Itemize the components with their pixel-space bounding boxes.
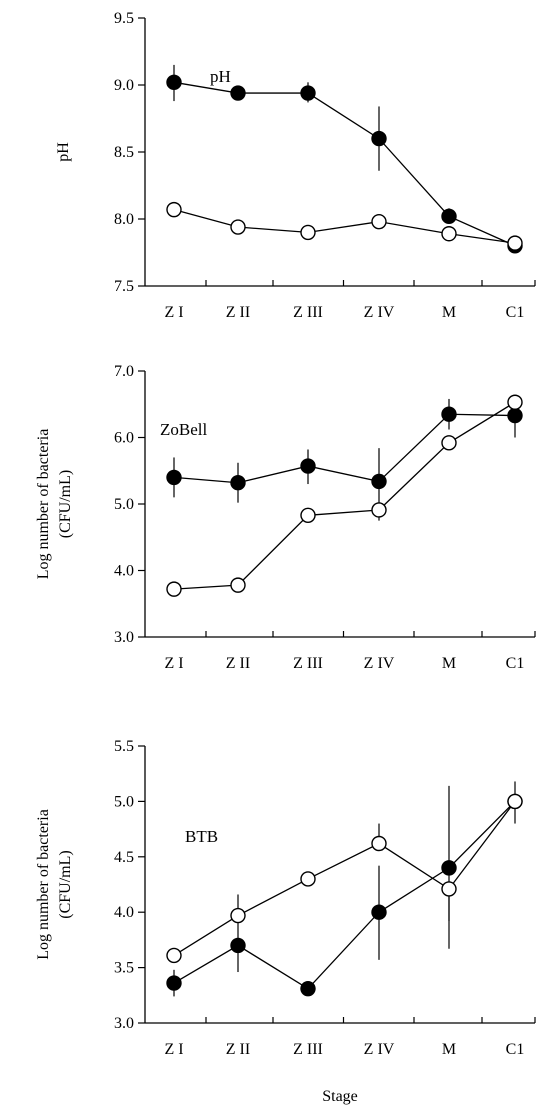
data-point-filled (230, 937, 246, 954)
y-axis-title-line: (CFU/mL) (57, 470, 74, 538)
y-tick-label: 5.5 (114, 738, 134, 755)
x-tick-label: C1 (506, 304, 525, 321)
x-tick-label: Z II (226, 304, 250, 321)
y-tick-label: 4.0 (114, 563, 134, 580)
x-tick-label: Z III (293, 304, 323, 321)
y-tick-label: 3.0 (114, 629, 134, 646)
data-point-open (166, 201, 182, 218)
y-tick-label: 5.0 (114, 496, 134, 513)
data-point-filled (300, 85, 316, 101)
y-axis-title-line: Log number of bacteria (35, 809, 52, 960)
data-point-open (371, 835, 387, 852)
data-point-open (166, 947, 182, 964)
data-point-filled (230, 85, 246, 101)
y-tick-label: 9.0 (114, 77, 134, 94)
panel-label: ZoBell (160, 420, 207, 439)
data-point-open (230, 577, 246, 593)
data-point-filled (371, 130, 387, 147)
data-point-filled (441, 406, 457, 422)
data-point-open (371, 213, 387, 230)
y-axis-title: Log number of bacteria (CFU/mL) (35, 429, 74, 580)
data-point-open (300, 871, 316, 887)
series-line-filled (173, 413, 516, 484)
x-axis-title: Stage (322, 1088, 358, 1105)
y-tick-label: 7.5 (114, 278, 134, 295)
data-point-filled (441, 860, 457, 876)
data-point-filled (371, 473, 387, 490)
y-tick-label: 8.5 (114, 144, 134, 161)
x-tick-label: Z IV (364, 1041, 395, 1058)
x-tick-label: Z IV (364, 655, 395, 672)
y-tick-label: 5.0 (114, 793, 134, 810)
y-tick-label: 3.5 (114, 960, 134, 977)
y-tick-label: 9.5 (114, 10, 134, 27)
data-point-open (300, 224, 316, 241)
x-tick-label: Z I (164, 1041, 183, 1058)
x-tick-label: M (442, 304, 456, 321)
data-point-open (300, 507, 316, 524)
data-point-open (507, 793, 523, 810)
y-tick-label: 7.0 (114, 363, 134, 380)
data-point-open (507, 394, 523, 410)
data-point-open (441, 435, 457, 451)
y-tick-label: 3.0 (114, 1015, 134, 1032)
x-tick-label: Z IV (364, 304, 395, 321)
x-tick-label: Z I (164, 655, 183, 672)
series-line-open (173, 208, 516, 244)
x-tick-label: M (442, 1041, 456, 1058)
panel-2: 3.0 4.0 5.0 6.0 7.0 Z I Z II Z III Z IV M C1 ZoBell… (35, 363, 536, 672)
x-tick-label: Z I (164, 304, 183, 321)
data-point-filled (230, 475, 246, 491)
data-point-open (371, 502, 387, 518)
x-tick-label: Z III (293, 1041, 323, 1058)
y-axis-title: Log number of bacteria (CFU/mL) (35, 809, 74, 960)
panel-label: pH (210, 67, 231, 86)
x-tick-label: Z II (226, 655, 250, 672)
data-point-open (230, 907, 246, 924)
y-tick-label: 6.0 (114, 430, 134, 447)
x-tick-label: M (442, 655, 456, 672)
y-axis-title-line: pH (55, 142, 72, 162)
y-tick-label: 4.5 (114, 849, 134, 866)
x-tick-label: Z III (293, 655, 323, 672)
y-tick-label: 4.0 (114, 904, 134, 921)
panel-3: 3.0 3.5 4.0 4.5 5.0 5.5 Z I Z II Z III Z IV M C1 BTB… (35, 738, 536, 1105)
data-point-open (441, 226, 457, 242)
series-line-filled (173, 81, 516, 247)
series-line-filled (173, 800, 516, 990)
panel-1: 7.5 8.0 8.5 9.0 9.5 Z I Z II Z III Z IV M C1 pH pH (55, 10, 536, 321)
y-tick-label: 8.0 (114, 211, 134, 228)
x-tick-label: Z II (226, 1041, 250, 1058)
panel-label: BTB (185, 827, 218, 846)
series-line-open (173, 801, 516, 956)
series-line-open (173, 401, 516, 590)
y-axis-title-line: (CFU/mL) (57, 850, 74, 918)
data-point-open (166, 581, 182, 597)
y-axis-title-line: Log number of bacteria (35, 429, 52, 580)
data-point-filled (371, 904, 387, 920)
data-point-filled (166, 469, 182, 486)
data-point-open (507, 235, 523, 251)
data-point-filled (166, 975, 182, 991)
y-axis-title: pH (55, 142, 72, 162)
x-tick-label: C1 (506, 655, 525, 672)
data-point-filled (507, 407, 523, 424)
data-point-open (441, 881, 457, 897)
data-point-filled (300, 980, 316, 997)
x-tick-label: C1 (506, 1041, 525, 1058)
data-point-filled (441, 208, 457, 225)
data-point-open (230, 219, 246, 235)
data-point-filled (300, 458, 316, 474)
data-point-filled (166, 74, 182, 91)
